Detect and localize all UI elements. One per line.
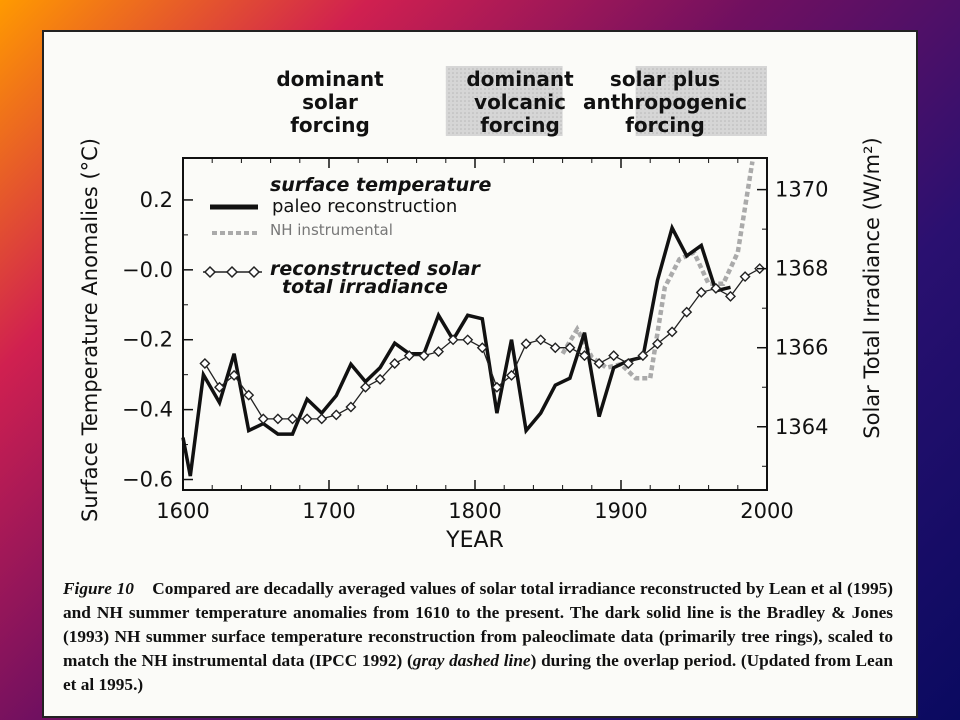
regime-label: dominant [466,67,574,91]
x-tick-label: 1800 [448,499,501,523]
series-solar-point [389,358,401,370]
y2-axis-title: Solar Total Irradiance (W/m²) [860,137,884,438]
series-solar-point [608,350,620,362]
series-solar-point [214,381,225,393]
series-solar-point [257,413,269,425]
y-tick-label: −0.2 [122,328,173,352]
regime-label: volcanic [474,90,566,114]
series-solar-point [681,306,693,318]
series-solar-point [622,358,634,370]
x-tick-label: 1600 [156,499,209,523]
regime-label: dominant [276,67,384,91]
x-tick-label: 1700 [302,499,355,523]
shaded-region [635,66,767,136]
legend-instrumental-label: NH instrumental [270,221,393,239]
series-solar-point [199,358,211,370]
series-solar-point [652,338,663,350]
regime-label: forcing [625,113,705,137]
y-tick-label: −0.4 [122,398,173,422]
series-solar-point [316,413,328,425]
legend-solar-diamond [225,265,239,279]
series-solar-point [374,373,386,385]
series-solar-point [739,271,751,283]
legend-solar-diamond [247,265,261,279]
series-solar-point [476,342,488,354]
y-tick-label: −0.6 [122,468,173,492]
y2-tick-label: 1370 [775,178,828,202]
regime-label: forcing [290,113,370,137]
series-solar-point [360,381,371,393]
figure-label: Figure 10 [63,579,134,598]
series-solar-point [579,350,590,362]
regime-label: anthropogenic [583,90,747,114]
figure-page [44,32,916,716]
caption-italic: gray dashed line [412,651,531,670]
series-solar-point [345,401,357,413]
y-axis-title: Surface Temperature Anomalies (°C) [78,138,102,522]
plot-frame [182,157,768,491]
figure-caption: Figure 10 Compared are decadally average… [63,577,893,697]
series-solar-point [506,369,517,381]
series-solar-point [564,342,576,354]
caption-text-1: Compared are decadally averaged values o… [63,579,894,670]
legend-solar-label-2: total irradiance [282,276,448,298]
series-solar-point [549,342,561,354]
caption-text-2: ) during the overlap period. (Updated fr… [63,651,893,694]
y2-tick-label: 1366 [775,336,828,360]
series-solar-point [462,334,474,346]
y-tick-label: 0.2 [140,188,173,212]
series-solar-point [535,334,547,346]
series-solar-point [695,286,707,298]
series-solar-point [491,381,503,393]
legend-solar-label-1: reconstructed solar [270,258,482,280]
series-solar-point [725,290,736,302]
legend: surface temperature paleo reconstruction… [203,174,491,298]
regime-label: solar plus [610,67,720,91]
series-solar-point [637,350,649,362]
series-solar-point [710,282,722,294]
series-solar-point [433,346,444,358]
x-tick-label: 1900 [594,499,647,523]
series-solar-point [287,413,298,425]
legend-solar-diamond [203,265,217,279]
y-tick-label: −0.0 [122,258,173,282]
series-solar-point [403,350,415,362]
series-solar-point [228,369,240,381]
y2-tick-label: 1368 [775,257,828,281]
series-solar-point [418,350,430,362]
shaded-region [445,66,563,136]
series-solar-point [666,326,678,338]
y2-tick-label: 1364 [775,415,828,439]
regime-label: solar [302,90,358,114]
regime-label: forcing [480,113,560,137]
series-solar-point [330,409,342,421]
series-solar-point [243,389,255,401]
series-solar-point [447,334,459,346]
series-solar-point [520,338,532,350]
series-solar-point [593,358,605,370]
legend-paleo-label: paleo reconstruction [272,196,457,217]
series-solar-point [301,413,313,425]
legend-temp-heading: surface temperature [270,174,491,196]
x-axis-title: YEAR [445,528,504,553]
series-solar-point [272,413,284,425]
x-tick-label: 2000 [740,499,793,523]
series-instrumental-line [560,161,755,381]
